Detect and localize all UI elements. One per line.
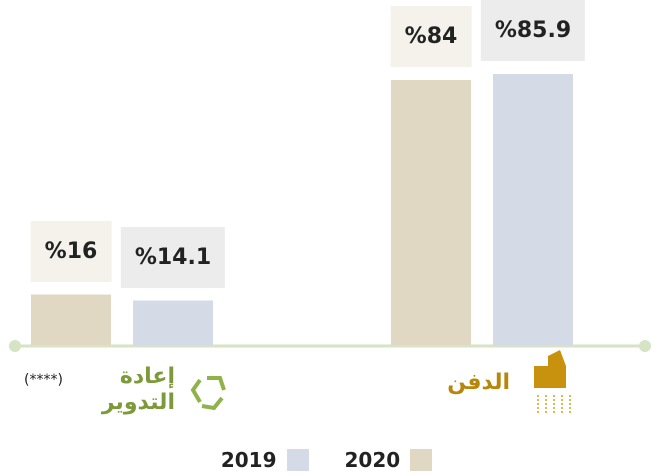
baseline-end <box>639 340 651 352</box>
bar <box>391 79 471 346</box>
legend-swatch <box>410 449 433 471</box>
legend-item: 2019 <box>221 448 309 472</box>
bar <box>133 300 213 345</box>
legend-label: 2019 <box>220 448 277 472</box>
bar <box>493 74 573 345</box>
value-label: %85.9 <box>480 0 586 61</box>
value-label: %14.1 <box>120 226 226 288</box>
value-label: %84 <box>390 5 472 67</box>
annotation: (****) <box>24 372 63 388</box>
value-label: %16 <box>30 220 112 282</box>
category-label: الدفن <box>447 370 510 395</box>
legend-label: 2020 <box>344 448 401 472</box>
recycle-icon <box>190 376 226 411</box>
legend-item: 2020 <box>345 448 433 472</box>
category-label: إعادة التدوير <box>101 364 175 415</box>
legend: 2020 2019 <box>0 448 653 472</box>
bar <box>31 294 111 345</box>
baseline-end <box>9 340 21 352</box>
legend-swatch <box>286 449 309 471</box>
landfill-icon <box>534 350 571 413</box>
